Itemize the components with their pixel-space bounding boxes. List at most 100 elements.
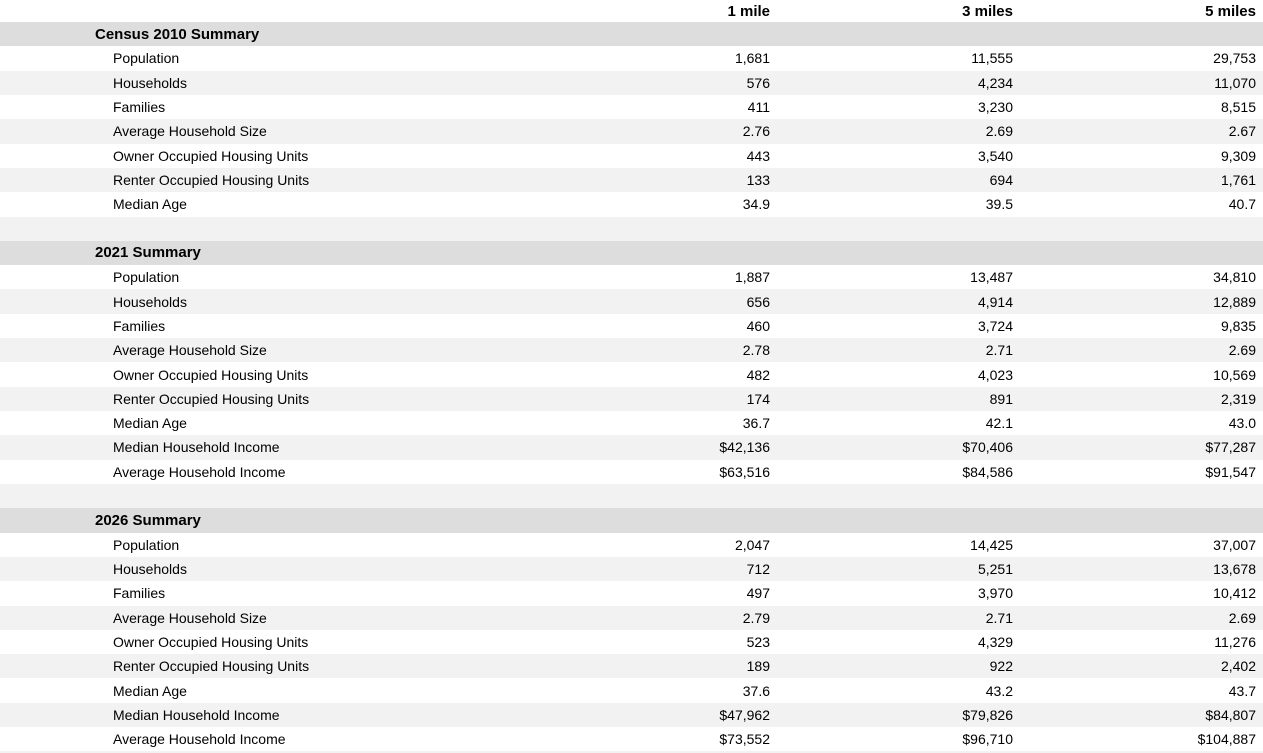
value-cell: $96,710 [962,731,1013,748]
row-label: Median Age [113,196,187,213]
row-label: Owner Occupied Housing Units [113,633,309,650]
row-label: Population [113,536,180,553]
table-row: Owner Occupied Housing Units 482 4,023 10,5… [0,362,1263,386]
value-cell: 43.7 [1228,682,1256,699]
value-cell: 12,889 [1213,293,1256,310]
value-cell: 3,724 [977,317,1013,334]
table-row: Median Age 37.6 43.2 43.7 [0,678,1263,702]
value-cell: $73,552 [719,731,770,748]
value-cell: 9,835 [1220,317,1256,334]
value-cell: 11,070 [1214,74,1256,91]
section-separator-row [0,751,1263,753]
row-label: Average Household Income [113,731,286,748]
value-cell: 2,402 [1220,658,1256,675]
row-label: Renter Occupied Housing Units [113,658,310,675]
table-row: Owner Occupied Housing Units 523 4,329 11,2… [0,630,1263,654]
value-cell: 2,047 [734,536,770,553]
value-cell: 9,309 [1220,147,1256,164]
value-cell: 29,753 [1213,50,1256,67]
value-cell: $104,887 [1197,731,1256,748]
table-row: Median Household Income $42,136 $70,406 $77… [0,435,1263,460]
value-cell: 1,887 [734,269,770,286]
row-label: Average Household Size [113,123,267,140]
value-cell: 174 [746,390,770,407]
section-header-row: 2026 Summary [0,508,1263,533]
value-cell: 576 [746,74,770,91]
value-cell: 43.2 [985,682,1013,699]
value-cell: 10,569 [1213,366,1256,383]
table-row: Average Household Size 2.76 2.69 2.67 [0,119,1263,144]
value-cell: 11,555 [971,50,1013,67]
table-row: Renter Occupied Housing Units 174 891 2,319 [0,386,1263,411]
value-cell: $42,136 [719,439,770,456]
value-cell: 13,678 [1213,561,1256,578]
value-cell: $84,807 [1205,706,1256,723]
table-row: Households 656 4,914 12,889 [0,289,1263,314]
table-row: Median Age 36.7 42.1 43.0 [0,411,1263,435]
column-header-5-miles: 5 miles [1205,2,1256,20]
value-cell: $77,287 [1205,439,1256,456]
value-cell: 2.69 [985,123,1013,140]
value-cell: 10,412 [1213,585,1256,602]
value-cell: 189 [746,658,770,675]
value-cell: 712 [746,561,770,578]
table-row: Households 712 5,251 13,678 [0,556,1263,582]
value-cell: 922 [989,658,1013,675]
value-cell: 443 [746,147,770,164]
row-label: Population [113,269,180,286]
row-label: Renter Occupied Housing Units [113,172,310,189]
value-cell: 2,319 [1220,390,1256,407]
section-header-row: 2021 Summary [0,240,1263,266]
value-cell: $47,962 [719,706,770,723]
section-separator-row [0,483,1263,509]
value-cell: 36.7 [742,415,770,432]
value-cell: 2.69 [1228,609,1256,626]
value-cell: $84,586 [962,463,1013,480]
table-row: Population 1,887 13,487 34,810 [0,265,1263,289]
row-label: Families [113,99,166,116]
table-row: Owner Occupied Housing Units 443 3,540 9,30… [0,144,1263,168]
value-cell: 5,251 [977,561,1013,578]
value-cell: 40.7 [1228,196,1256,213]
value-cell: 4,023 [977,366,1013,383]
value-cell: 2.79 [742,609,770,626]
row-label: Average Household Income [113,463,286,480]
table-row: Households 576 4,234 11,070 [0,70,1263,95]
value-cell: 2.78 [742,342,770,359]
value-cell: 34.9 [742,196,770,213]
value-cell: 4,329 [977,633,1013,650]
value-cell: 2.67 [1228,123,1256,140]
table-row: Renter Occupied Housing Units 189 922 2,402 [0,654,1263,679]
section-title: 2026 Summary [95,511,201,529]
value-cell: 37.6 [742,682,770,699]
row-label: Population [113,50,180,67]
row-label: Families [113,585,166,602]
value-cell: $79,826 [962,706,1013,723]
value-cell: 4,234 [977,74,1013,91]
table-row: Population 1,681 11,555 29,753 [0,46,1263,70]
row-label: Households [113,293,187,310]
row-label: Households [113,561,187,578]
value-cell: 2.69 [1228,342,1256,359]
table-row: Renter Occupied Housing Units 133 694 1,761 [0,167,1263,193]
table-row: Median Household Income $47,962 $79,826 $84… [0,702,1263,728]
value-cell: 34,810 [1213,269,1256,286]
table-row: Average Household Income $73,552 $96,710 $1… [0,727,1263,751]
column-header-3-miles: 3 miles [962,2,1013,20]
row-label: Renter Occupied Housing Units [113,390,310,407]
column-header-1-mile: 1 mile [727,2,770,20]
row-label: Families [113,317,166,334]
column-header-row: 1 mile 3 miles 5 miles [0,0,1263,22]
table-body: Census 2010 Summary Population 1,681 11,555… [0,22,1263,753]
value-cell: 460 [746,317,770,334]
value-cell: 497 [746,585,770,602]
row-label: Median Age [113,682,187,699]
row-label: Households [113,74,187,91]
value-cell: 1,681 [734,50,770,67]
row-label: Average Household Size [113,342,267,359]
value-cell: 3,230 [977,99,1013,116]
table-row: Average Household Size 2.79 2.71 2.69 [0,605,1263,630]
value-cell: 8,515 [1220,99,1256,116]
table-row: Families 497 3,970 10,412 [0,581,1263,605]
